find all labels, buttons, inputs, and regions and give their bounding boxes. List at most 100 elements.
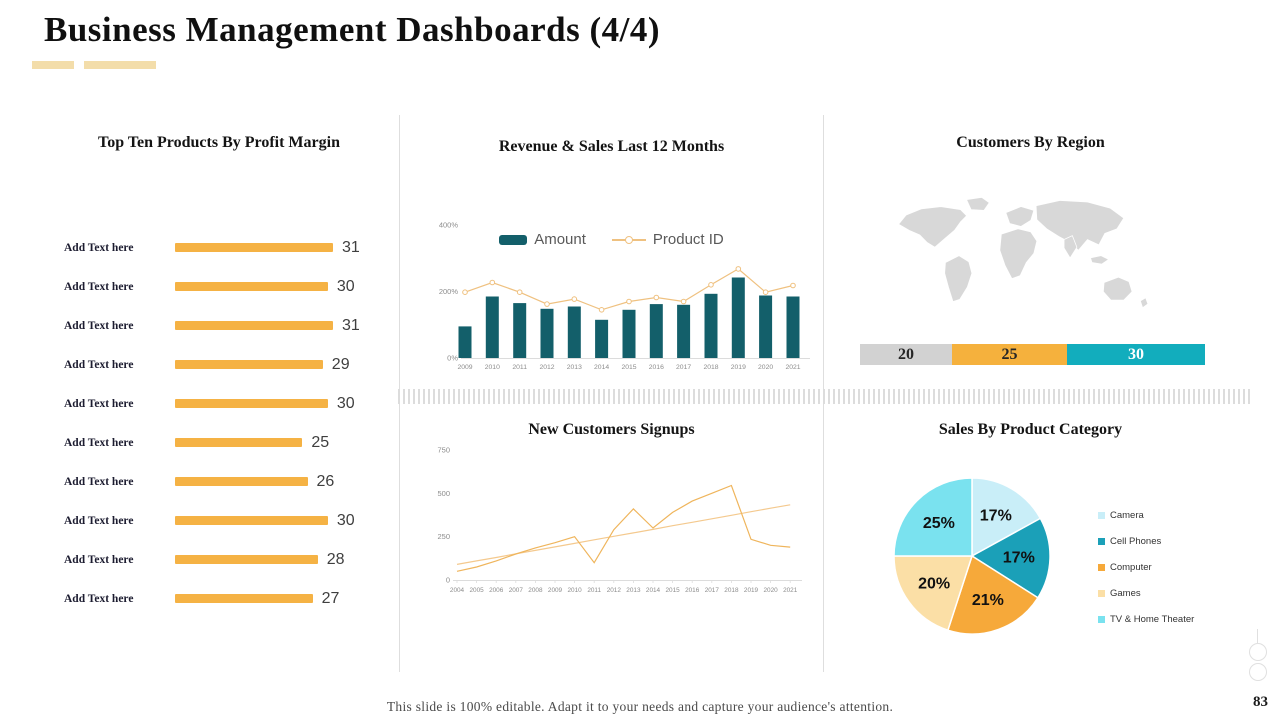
svg-text:500: 500 xyxy=(437,489,450,498)
pie-slice-cell-phones xyxy=(970,517,1051,599)
map-indonesia xyxy=(1089,255,1110,265)
svg-text:400%: 400% xyxy=(439,221,459,230)
legend-amount-label: Amount xyxy=(534,231,586,248)
pie-legend-label: Computer xyxy=(1110,561,1152,573)
decorative-circle-2 xyxy=(1249,663,1267,681)
revenue-chart-legend: Amount Product ID xyxy=(400,231,823,248)
svg-text:2004: 2004 xyxy=(450,587,465,594)
signups-chart-title: New Customers Signups xyxy=(528,421,695,438)
decorative-circle-1 xyxy=(1249,643,1267,661)
pie-slice-label: 20% xyxy=(918,576,950,593)
amount-bar xyxy=(649,304,663,358)
svg-text:2014: 2014 xyxy=(646,587,661,594)
legend-product-id-label: Product ID xyxy=(652,231,724,248)
amount-bar xyxy=(622,309,636,358)
product-id-marker xyxy=(653,294,660,301)
svg-text:2021: 2021 xyxy=(785,364,800,371)
svg-text:2018: 2018 xyxy=(724,587,739,594)
profit-row-label: Add Text here xyxy=(64,553,134,566)
product-id-marker xyxy=(735,266,742,272)
profit-value-label: 30 xyxy=(336,511,355,529)
customers-by-region-bar: 20 25 30 xyxy=(860,344,1205,365)
map-new-zealand xyxy=(1139,297,1149,309)
svg-text:2013: 2013 xyxy=(567,364,582,371)
amount-bar xyxy=(485,296,499,358)
profit-row: Add Text here 25 xyxy=(40,423,398,462)
pie-legend-item: Games xyxy=(1098,580,1194,606)
hatched-separator xyxy=(398,389,1250,404)
legend-item-product-id: Product ID xyxy=(611,231,724,248)
footer-note: This slide is 100% editable. Adapt it to… xyxy=(386,699,894,714)
amount-bar xyxy=(513,303,527,358)
category-pie-svg: 17% 17% 21% 20% 25% xyxy=(893,477,1051,635)
pie-legend-label: Cell Phones xyxy=(1110,535,1162,547)
svg-text:2010: 2010 xyxy=(485,364,500,371)
map-greenland xyxy=(966,196,990,211)
pie-legend-swatch-icon xyxy=(1098,537,1105,545)
profit-row: Add Text here 29 xyxy=(40,345,398,384)
title-underline-long xyxy=(84,61,156,69)
profit-value-label: 31 xyxy=(342,238,360,256)
amount-bar xyxy=(704,293,718,358)
pie-legend-swatch-icon xyxy=(1098,615,1105,623)
pie-legend-item: Computer xyxy=(1098,554,1194,580)
signups-line-1 xyxy=(456,504,791,565)
profit-row: Add Text here 30 xyxy=(40,501,398,540)
svg-text:2011: 2011 xyxy=(512,364,527,371)
product-id-marker xyxy=(762,289,769,295)
amount-bar xyxy=(595,319,609,358)
svg-text:2015: 2015 xyxy=(665,587,680,594)
svg-text:2013: 2013 xyxy=(626,587,641,594)
signups-line-2 xyxy=(456,484,791,572)
profit-row-label: Add Text here xyxy=(64,592,134,605)
profit-row: Add Text here 31 xyxy=(40,228,398,267)
region-segment: 25 xyxy=(952,344,1067,365)
product-id-marker xyxy=(708,282,714,288)
profit-bar xyxy=(175,282,328,291)
pie-slice-tv-home-theater xyxy=(893,477,973,557)
map-australia xyxy=(1102,276,1133,301)
pie-slice-label: 21% xyxy=(972,592,1004,609)
svg-text:2014: 2014 xyxy=(594,364,609,371)
profit-row-label: Add Text here xyxy=(64,397,134,410)
svg-text:200%: 200% xyxy=(439,287,459,296)
svg-text:2016: 2016 xyxy=(649,364,664,371)
profit-value-label: 31 xyxy=(342,316,360,334)
svg-text:2017: 2017 xyxy=(676,364,691,371)
pie-slice-label: 17% xyxy=(1003,550,1035,567)
revenue-chart-svg: 0% 200% 400% 2009 2010 2011 2012 2013 2014 2015 20… xyxy=(439,221,810,371)
svg-text:2009: 2009 xyxy=(457,364,472,371)
region-segment: 20 xyxy=(860,344,952,365)
product-id-line-icon xyxy=(611,236,646,245)
revenue-chart-title: Revenue & Sales Last 12 Months xyxy=(498,138,725,155)
svg-text:2010: 2010 xyxy=(567,587,582,594)
product-id-marker xyxy=(626,298,632,305)
svg-text:750: 750 xyxy=(437,446,450,455)
profit-value-label: 25 xyxy=(311,433,330,451)
profit-value-label: 26 xyxy=(316,472,335,490)
map-india xyxy=(1063,235,1078,259)
amount-bar xyxy=(786,296,800,358)
product-id-marker xyxy=(462,289,468,295)
profit-bar xyxy=(175,243,333,252)
svg-text:0: 0 xyxy=(446,576,450,585)
amount-bar xyxy=(677,304,691,358)
pie-slice-camera xyxy=(971,477,1042,558)
region-segment: 30 xyxy=(1067,344,1205,365)
product-id-marker xyxy=(544,301,550,307)
category-chart-title: Sales By Product Category xyxy=(938,421,1123,438)
profit-row-label: Add Text here xyxy=(64,358,134,371)
svg-text:2019: 2019 xyxy=(744,587,759,594)
profit-row-label: Add Text here xyxy=(64,241,134,254)
pie-slice-label: 17% xyxy=(980,508,1012,525)
svg-text:250: 250 xyxy=(437,532,450,541)
product-id-marker xyxy=(680,298,687,305)
profit-row: Add Text here 27 xyxy=(40,579,398,618)
pie-slice-games xyxy=(893,555,974,632)
profit-bar xyxy=(175,360,323,369)
map-europe xyxy=(1005,206,1035,227)
map-south-america xyxy=(944,255,973,303)
profit-row: Add Text here 26 xyxy=(40,462,398,501)
category-pie-legend: Camera Cell Phones Computer Games TV & Home … xyxy=(1098,502,1194,632)
